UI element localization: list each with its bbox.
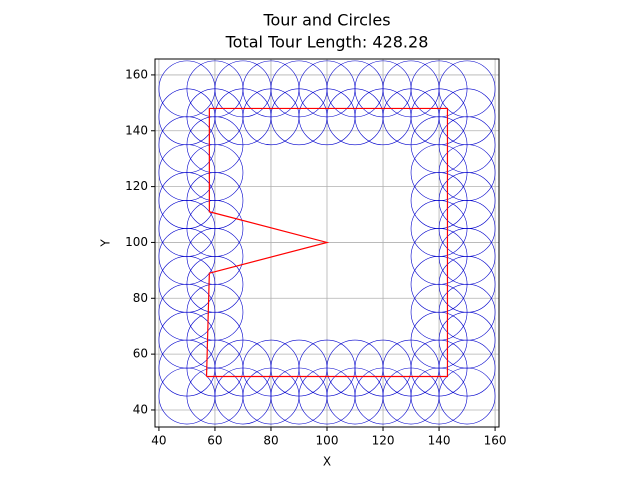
x-tick-label: 100 [316,434,339,448]
y-tick-label: 80 [133,291,148,305]
x-tick-label: 80 [263,434,278,448]
x-tick-label: 120 [372,434,395,448]
x-tick-label: 140 [428,434,451,448]
y-tick-label: 100 [125,235,148,249]
y-tick-label: 140 [125,123,148,137]
y-tick-label: 40 [133,402,148,416]
x-tick-label: 60 [207,434,222,448]
coverage-circle [410,60,468,118]
y-axis-label: Y [99,239,113,248]
tour-line [205,107,449,378]
y-tick-label: 120 [125,179,148,193]
chart-subtitle: Total Tour Length: 428.28 [225,33,429,52]
x-tick-label: 160 [484,434,507,448]
coverage-circle [438,60,496,118]
chart-title: Tour and Circles [262,11,390,30]
y-tick-label: 160 [125,67,148,81]
axes-frame [154,58,500,428]
y-tick-label: 60 [133,347,148,361]
x-axis-label: X [323,455,331,469]
x-tick-label: 40 [151,434,166,448]
